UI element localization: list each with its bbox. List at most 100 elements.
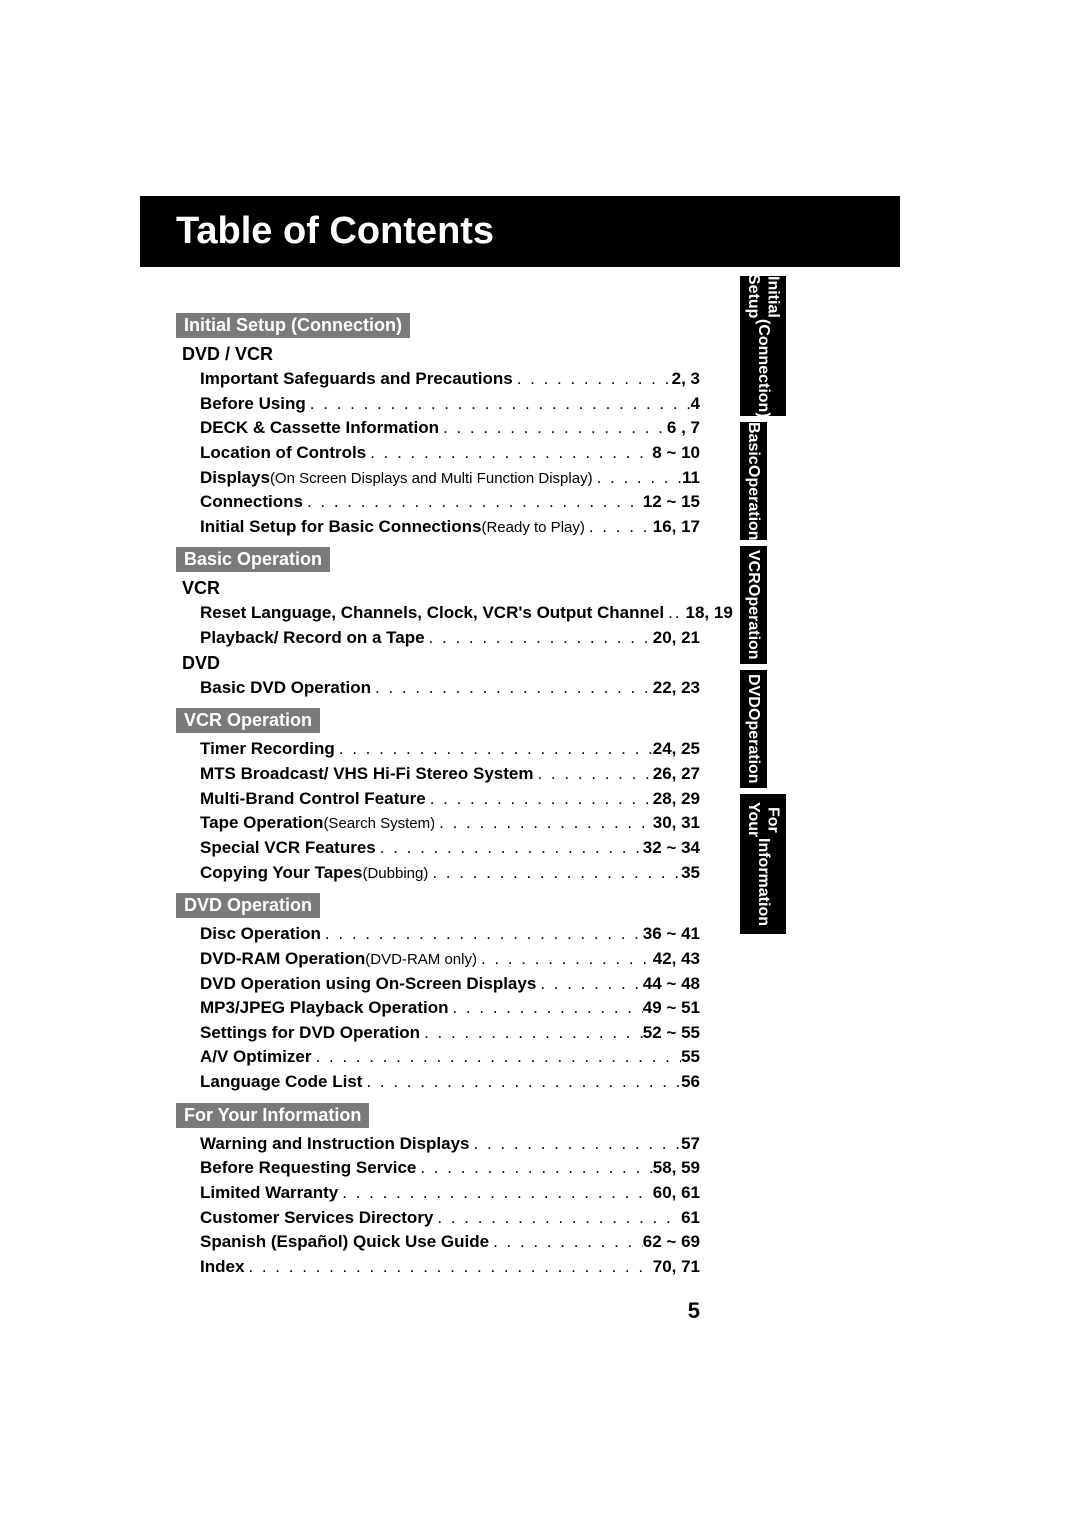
- toc-title: DVD-RAM Operation: [200, 947, 365, 972]
- toc-page: 61: [681, 1206, 700, 1231]
- toc-entry: Settings for DVD Operation. . . . . . . …: [176, 1021, 700, 1046]
- toc-body: Initial Setup (Connection)DVD / VCRImpor…: [140, 313, 700, 1288]
- toc-title: Playback/ Record on a Tape: [200, 626, 425, 651]
- toc-entry: Displays (On Screen Displays and Multi F…: [176, 466, 700, 491]
- side-tab[interactable]: VCROperation: [740, 546, 767, 664]
- toc-page: 22, 23: [653, 676, 700, 701]
- toc-page: 6 , 7: [667, 416, 700, 441]
- toc-entry: Disc Operation. . . . . . . . . . . . . …: [176, 922, 700, 947]
- toc-page: 56: [681, 1070, 700, 1095]
- toc-entry: Before Using. . . . . . . . . . . . . . …: [176, 392, 700, 417]
- tab-label-2: Operation: [744, 584, 763, 660]
- toc-note: (DVD-RAM only): [365, 949, 477, 971]
- toc-note: (Dubbing): [362, 863, 428, 885]
- toc-entry: Tape Operation (Search System). . . . . …: [176, 811, 700, 836]
- toc-page: 35: [681, 861, 700, 886]
- toc-dots: . . . . . . . . . . . . . . . . . . . . …: [376, 836, 643, 861]
- toc-dots: . . . . . . . . . . . . . . . . . . . . …: [489, 1230, 643, 1255]
- tab-label-1: DVD: [744, 674, 763, 708]
- toc-entry: Timer Recording. . . . . . . . . . . . .…: [176, 737, 700, 762]
- toc-dots: . . . . . . . . . . . . . . . . . . . . …: [477, 947, 653, 972]
- section-header: DVD Operation: [176, 893, 320, 918]
- toc-entry: Special VCR Features. . . . . . . . . . …: [176, 836, 700, 861]
- toc-dots: . . . . . . . . . . . . . . . . . . . . …: [433, 1206, 681, 1231]
- toc-title: Location of Controls: [200, 441, 366, 466]
- toc-entry: Limited Warranty. . . . . . . . . . . . …: [176, 1181, 700, 1206]
- toc-title: MTS Broadcast/ VHS Hi-Fi Stereo System: [200, 762, 533, 787]
- toc-title: Before Using: [200, 392, 306, 417]
- toc-dots: . . . . . . . . . . . . . . . . . . . . …: [470, 1132, 682, 1157]
- toc-dots: . . . . . . . . . . . . . . . . . . . . …: [536, 972, 642, 997]
- toc-dots: . . . . . . . . . . . . . . . . . . . . …: [428, 861, 681, 886]
- toc-dots: . . . . . . . . . . . . . . . . . . . . …: [420, 1021, 643, 1046]
- toc-dots: . . . . . . . . . . . . . . . . . . . . …: [244, 1255, 652, 1280]
- toc-page: 30, 31: [653, 811, 700, 836]
- toc-title: Copying Your Tapes: [200, 861, 362, 886]
- toc-entry: MP3/JPEG Playback Operation. . . . . . .…: [176, 996, 700, 1021]
- toc-page: 44 ~ 48: [643, 972, 700, 997]
- tab-label-1: Basic: [744, 422, 763, 465]
- toc-dots: . . . . . . . . . . . . . . . . . . . . …: [311, 1045, 681, 1070]
- toc-dots: . . . . . . . . . . . . . . . . . . . . …: [439, 416, 667, 441]
- toc-dots: . . . . . . . . . . . . . . . . . . . . …: [371, 676, 653, 701]
- toc-title: Warning and Instruction Displays: [200, 1132, 470, 1157]
- toc-entry: Location of Controls. . . . . . . . . . …: [176, 441, 700, 466]
- side-tab[interactable]: For YourInformation: [740, 794, 786, 934]
- toc-page: 52 ~ 55: [643, 1021, 700, 1046]
- page-number: 5: [688, 1298, 700, 1324]
- toc-entry: DVD Operation using On-Screen Displays. …: [176, 972, 700, 997]
- toc-title: Connections: [200, 490, 303, 515]
- toc-page: 8 ~ 10: [652, 441, 700, 466]
- toc-entry: Initial Setup for Basic Connections (Rea…: [176, 515, 700, 540]
- toc-title: Customer Services Directory: [200, 1206, 433, 1231]
- toc-page: 32 ~ 34: [643, 836, 700, 861]
- side-tab[interactable]: Initial Setup(Connection): [740, 276, 786, 416]
- page-title: Table of Contents: [140, 196, 900, 267]
- side-tab[interactable]: DVDOperation: [740, 670, 767, 788]
- toc-note: (Ready to Play): [481, 517, 584, 539]
- toc-title: Basic DVD Operation: [200, 676, 371, 701]
- toc-page: 24, 25: [653, 737, 700, 762]
- toc-title: Initial Setup for Basic Connections: [200, 515, 481, 540]
- section-header: VCR Operation: [176, 708, 320, 733]
- toc-title: Language Code List: [200, 1070, 362, 1095]
- toc-page: 60, 61: [653, 1181, 700, 1206]
- toc-page: 58, 59: [653, 1156, 700, 1181]
- toc-dots: . . . . . . . . . . . . . . . . . . . . …: [448, 996, 642, 1021]
- toc-title: Spanish (Español) Quick Use Guide: [200, 1230, 489, 1255]
- toc-page: 4: [691, 392, 700, 417]
- side-tabs: Initial Setup(Connection)BasicOperationV…: [740, 276, 800, 940]
- toc-title: Reset Language, Channels, Clock, VCR's O…: [200, 601, 664, 626]
- toc-entry: Important Safeguards and Precautions. . …: [176, 367, 700, 392]
- toc-entry: Reset Language, Channels, Clock, VCR's O…: [176, 601, 700, 626]
- toc-dots: . . . . . . . . . . . . . . . . . . . . …: [533, 762, 652, 787]
- toc-entry: Customer Services Directory. . . . . . .…: [176, 1206, 700, 1231]
- side-tab[interactable]: BasicOperation: [740, 422, 767, 540]
- toc-page: 28, 29: [653, 787, 700, 812]
- toc-title: MP3/JPEG Playback Operation: [200, 996, 448, 1021]
- section-header: Initial Setup (Connection): [176, 313, 410, 338]
- toc-dots: . . . . . . . . . . . . . . . . . . . . …: [585, 515, 653, 540]
- tab-label-2: Operation: [744, 708, 763, 784]
- toc-entry: Copying Your Tapes (Dubbing). . . . . . …: [176, 861, 700, 886]
- toc-entry: DVD-RAM Operation (DVD-RAM only). . . . …: [176, 947, 700, 972]
- toc-dots: . . . . . . . . . . . . . . . . . . . . …: [366, 441, 652, 466]
- toc-note: (Search System): [323, 813, 435, 835]
- toc-entry: Multi-Brand Control Feature. . . . . . .…: [176, 787, 700, 812]
- sub-header: DVD: [176, 653, 700, 674]
- toc-dots: . . . . . . . . . . . . . . . . . . . . …: [335, 737, 653, 762]
- toc-title: DVD Operation using On-Screen Displays: [200, 972, 536, 997]
- toc-dots: . . . . . . . . . . . . . . . . . . . . …: [593, 466, 682, 491]
- tab-label-1: For Your: [744, 802, 782, 837]
- toc-entry: MTS Broadcast/ VHS Hi-Fi Stereo System. …: [176, 762, 700, 787]
- page-content: Table of Contents Initial Setup (Connect…: [140, 196, 940, 1288]
- toc-title: Important Safeguards and Precautions: [200, 367, 513, 392]
- toc-dots: . . . . . . . . . . . . . . . . . . . . …: [321, 922, 643, 947]
- toc-page: 36 ~ 41: [643, 922, 700, 947]
- tab-label-2: Information: [754, 838, 773, 926]
- toc-page: 20, 21: [653, 626, 700, 651]
- toc-dots: . . . . . . . . . . . . . . . . . . . . …: [513, 367, 672, 392]
- toc-dots: . . . . . . . . . . . . . . . . . . . . …: [303, 490, 643, 515]
- toc-page: 26, 27: [653, 762, 700, 787]
- section-header: Basic Operation: [176, 547, 330, 572]
